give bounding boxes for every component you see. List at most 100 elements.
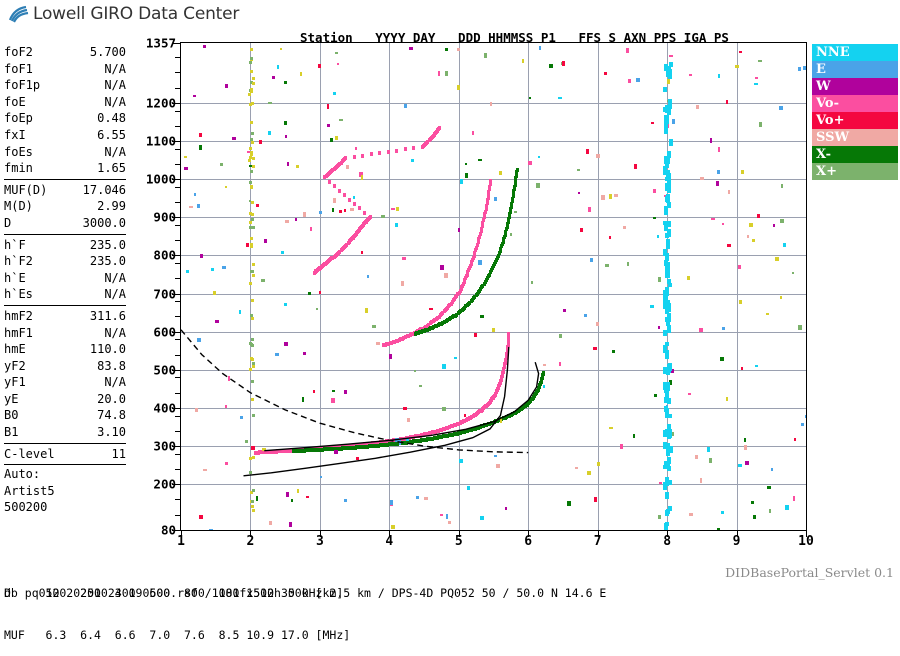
legend-item-w[interactable]: W <box>812 78 898 95</box>
param-key: fxI <box>4 127 26 142</box>
ionogram-plot[interactable] <box>180 42 807 531</box>
noise-speckle <box>464 414 466 417</box>
echo-point <box>485 207 488 211</box>
y-tick-label: 1357 <box>145 35 176 51</box>
echo-point <box>453 297 456 301</box>
echo-point <box>512 189 515 193</box>
model-curve <box>181 329 529 454</box>
interference-column-2mhz <box>251 358 254 361</box>
echo-point <box>502 237 505 241</box>
noise-speckle <box>727 244 731 247</box>
noise-speckle <box>472 131 474 135</box>
interference-column-8mhz <box>665 477 669 486</box>
echo-point <box>494 260 497 264</box>
echo-point <box>438 322 441 326</box>
x-tick <box>320 531 321 537</box>
echo-point <box>510 205 513 209</box>
y-tick-minor <box>175 416 180 417</box>
servlet-version: DIDBasePortal_Servlet 0.1 <box>725 565 894 580</box>
legend-item-x[interactable]: X+ <box>812 163 898 180</box>
echo-point <box>510 202 513 206</box>
param-value: 235.0 <box>89 237 126 252</box>
interference-column-2mhz <box>252 456 255 459</box>
interference-column-2mhz <box>251 380 254 383</box>
gridline-horizontal <box>181 255 806 256</box>
legend-item-vo[interactable]: Vo- <box>812 95 898 112</box>
echo-point <box>331 168 334 172</box>
echo-point <box>412 439 415 443</box>
param-value: 17.046 <box>82 182 126 197</box>
legend-item-vo[interactable]: Vo+ <box>812 112 898 129</box>
interference-column-2mhz <box>251 317 254 320</box>
noise-speckle <box>757 214 760 218</box>
param-row: yF1 N/A <box>4 374 126 391</box>
interference-column-2mhz <box>250 90 253 93</box>
echo-point <box>328 180 331 184</box>
noise-speckle <box>407 418 410 422</box>
noise-speckle <box>543 364 546 366</box>
interference-column-2mhz <box>249 212 252 215</box>
model-curve <box>243 346 510 477</box>
noise-speckle <box>474 333 477 337</box>
noise-speckle <box>275 353 279 356</box>
y-tick-minor <box>175 393 180 394</box>
noise-speckle <box>751 501 754 504</box>
echo-point <box>369 215 372 219</box>
y-tick-major <box>172 294 180 295</box>
interference-column-2mhz <box>248 159 251 162</box>
interference-column-2mhz <box>249 457 252 460</box>
ionogram-plot-canvas[interactable] <box>181 43 806 530</box>
echo-point <box>348 198 351 202</box>
echo-point <box>514 178 517 182</box>
legend-item-ssw[interactable]: SSW <box>812 129 898 146</box>
param-key: fmin <box>4 161 33 176</box>
y-tick-label: 500 <box>153 362 176 378</box>
y-tick-major <box>172 332 180 333</box>
noise-speckle <box>331 398 335 403</box>
legend-item-x[interactable]: X- <box>812 146 898 163</box>
interference-column-8mhz <box>667 313 671 322</box>
echo-point <box>471 427 474 431</box>
interference-column-8mhz <box>667 457 671 464</box>
interference-column-2mhz <box>250 151 253 154</box>
noise-speckle <box>695 455 698 459</box>
echo-point <box>431 430 434 434</box>
noise-speckle <box>339 210 342 213</box>
interference-column-8mhz <box>667 151 671 158</box>
noise-speckle <box>575 467 578 469</box>
param-value: N/A <box>104 78 126 93</box>
echo-point <box>323 175 326 179</box>
echo-point <box>463 419 466 423</box>
echo-point <box>515 410 518 414</box>
echo-point <box>486 198 489 202</box>
echo-point <box>369 444 372 448</box>
noise-speckle <box>657 235 659 238</box>
model-curves <box>181 329 540 477</box>
interference-column-2mhz <box>252 77 255 80</box>
noise-speckle <box>612 350 615 353</box>
legend-item-e[interactable]: E <box>812 61 898 78</box>
x-axis-ticks <box>180 531 807 537</box>
interference-column-2mhz <box>250 270 253 273</box>
legend-item-nne[interactable]: NNE <box>812 44 898 61</box>
echo-point <box>440 428 443 432</box>
echo-point <box>478 289 481 293</box>
interference-column-8mhz <box>664 125 668 133</box>
echo-point <box>393 340 396 344</box>
interference-column-2mhz <box>249 103 252 106</box>
interference-column-8mhz <box>663 166 667 175</box>
echo-point <box>495 258 498 262</box>
echo-point <box>403 441 406 445</box>
echo-point <box>424 325 427 329</box>
y-tick-minor <box>175 126 180 127</box>
noise-speckle <box>291 499 293 502</box>
legend[interactable]: NNE E W Vo- Vo+ SSW X- X+ <box>812 44 898 180</box>
noise-speckle <box>262 448 266 451</box>
echo-point <box>418 330 421 334</box>
param-row: foE N/A <box>4 94 126 111</box>
noise-speckle <box>779 106 783 110</box>
echo-point <box>509 207 512 211</box>
echo-point <box>473 295 476 299</box>
interference-column-2mhz <box>250 243 253 246</box>
echo-point <box>326 447 329 451</box>
